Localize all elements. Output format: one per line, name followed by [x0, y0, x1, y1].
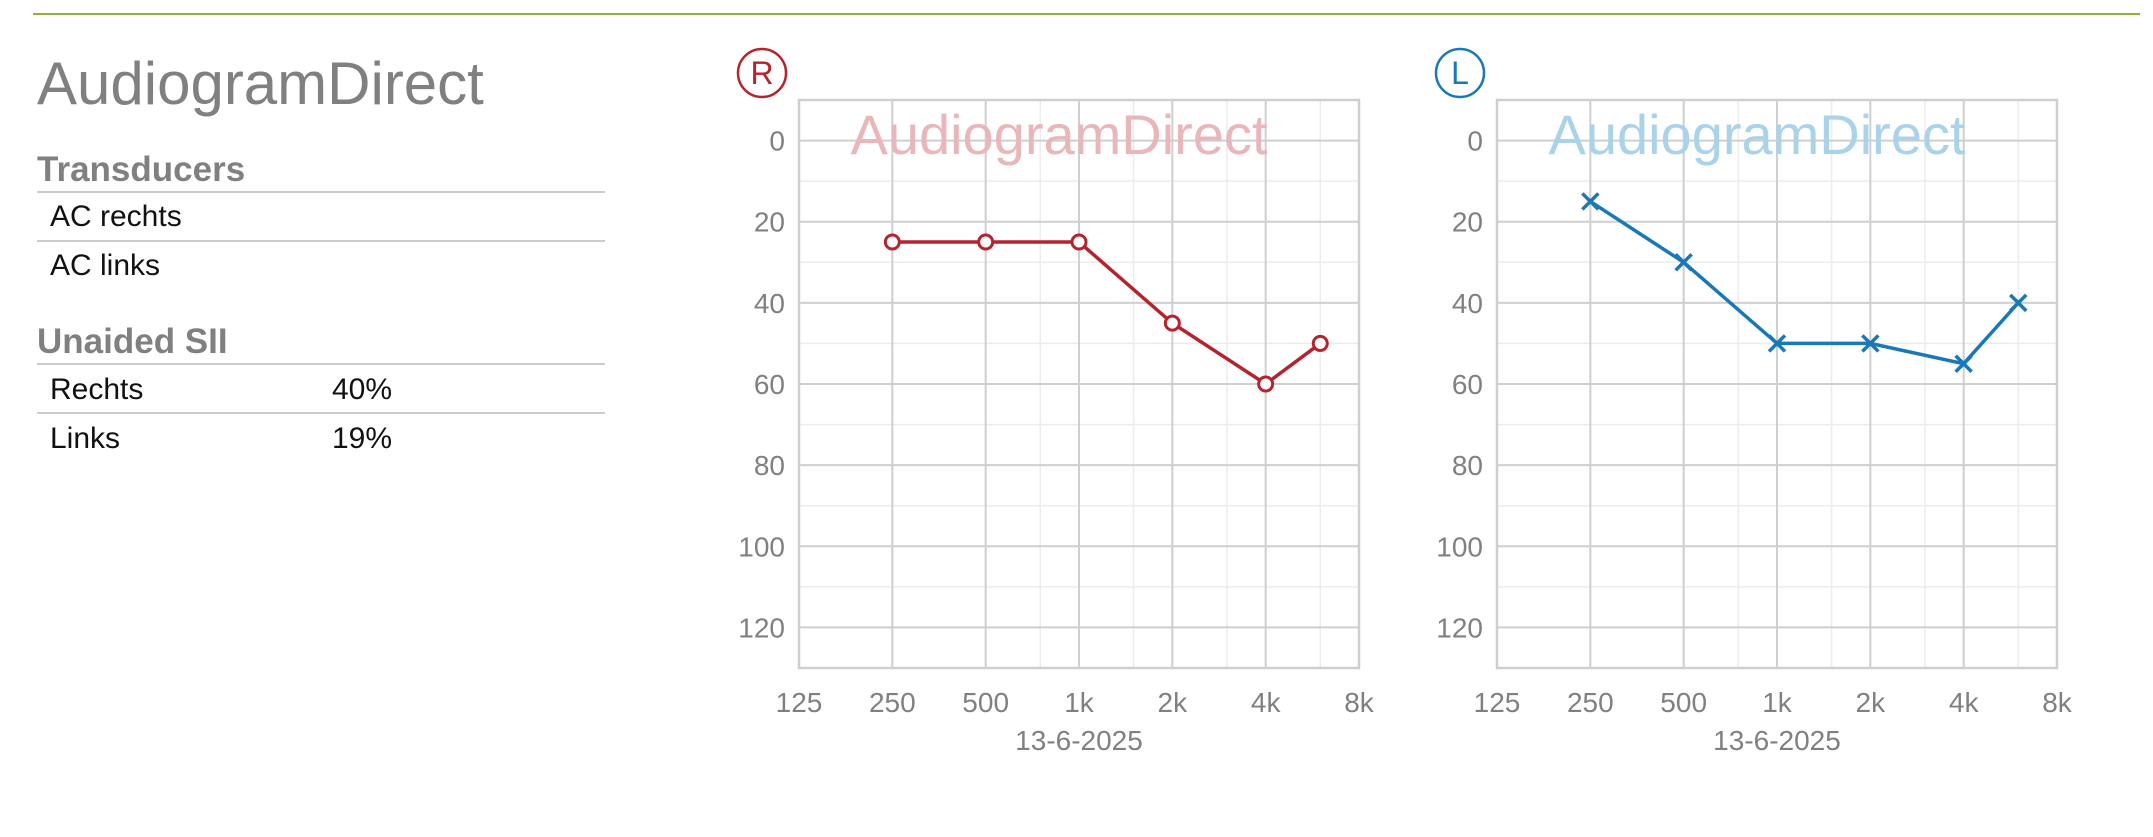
- plot-frame: [1495, 98, 2059, 670]
- row-value: 19%: [332, 422, 392, 455]
- section-heading: Unaided SII: [37, 322, 228, 361]
- plot-frame: [797, 98, 1361, 670]
- x-tick-label: 250: [1567, 687, 1614, 718]
- series-line: [892, 240, 1322, 387]
- marker: [883, 233, 901, 251]
- y-tick-label: 0: [1467, 126, 1483, 157]
- y-tick-label: 120: [1436, 612, 1483, 643]
- x-tick-label: 2k: [1158, 687, 1189, 718]
- x-tick-label: 125: [1474, 687, 1521, 718]
- y-tick-label: 80: [1452, 450, 1483, 481]
- series-line: [1589, 199, 2020, 366]
- ear-label: L: [1451, 55, 1469, 91]
- x-tick-label: 8k: [1344, 687, 1375, 718]
- y-tick-label: 20: [1452, 207, 1483, 238]
- ear-badge: [1434, 47, 1486, 99]
- app-title: AudiogramDirect: [37, 50, 484, 117]
- marker: [1674, 253, 1693, 272]
- marker: [1767, 334, 1787, 353]
- row-value: 40%: [332, 373, 392, 406]
- row-text: Links: [50, 422, 120, 455]
- marker: [2009, 293, 2028, 313]
- y-tick-label: 100: [738, 531, 785, 562]
- x-tick-label: 250: [869, 687, 916, 718]
- marker: [1861, 334, 1880, 353]
- x-tick-label: 500: [1660, 687, 1707, 718]
- marker: [1311, 334, 1329, 352]
- y-tick-label: 40: [1452, 288, 1483, 319]
- marker: [1954, 354, 1973, 373]
- y-tick-label: 60: [1452, 369, 1483, 400]
- y-tick-label: 60: [754, 369, 785, 400]
- x-tick-label: 4k: [1949, 687, 1980, 718]
- y-tick-label: 40: [754, 288, 785, 319]
- row-text: AC rechts: [50, 200, 182, 233]
- x-tick-label: 125: [776, 687, 823, 718]
- x-tick-label: 4k: [1251, 687, 1282, 718]
- y-tick-label: 80: [754, 450, 785, 481]
- x-tick-label: 1k: [1762, 687, 1793, 718]
- row-text: Rechts: [50, 373, 143, 406]
- watermark: AudiogramDirect: [850, 103, 1267, 166]
- x-axis-label: 13-6-2025: [1015, 725, 1143, 756]
- x-axis-label: 13-6-2025: [1713, 725, 1841, 756]
- y-tick-label: 20: [754, 207, 785, 238]
- x-tick-label: 1k: [1064, 687, 1095, 718]
- y-tick-label: 100: [1436, 531, 1483, 562]
- marker: [1070, 233, 1088, 251]
- x-tick-label: 500: [962, 687, 1009, 718]
- marker: [977, 233, 995, 251]
- marker: [1257, 375, 1275, 393]
- x-tick-label: 8k: [2042, 687, 2073, 718]
- x-tick-label: 2k: [1856, 687, 1887, 718]
- y-tick-label: 0: [769, 126, 785, 157]
- ear-label: R: [750, 55, 773, 91]
- marker: [1163, 314, 1181, 332]
- y-tick-label: 120: [738, 612, 785, 643]
- watermark: AudiogramDirect: [1548, 103, 1965, 166]
- section-heading: Transducers: [37, 150, 245, 189]
- row-text: AC links: [50, 249, 160, 282]
- marker: [1581, 192, 1600, 211]
- ear-badge: [736, 47, 788, 99]
